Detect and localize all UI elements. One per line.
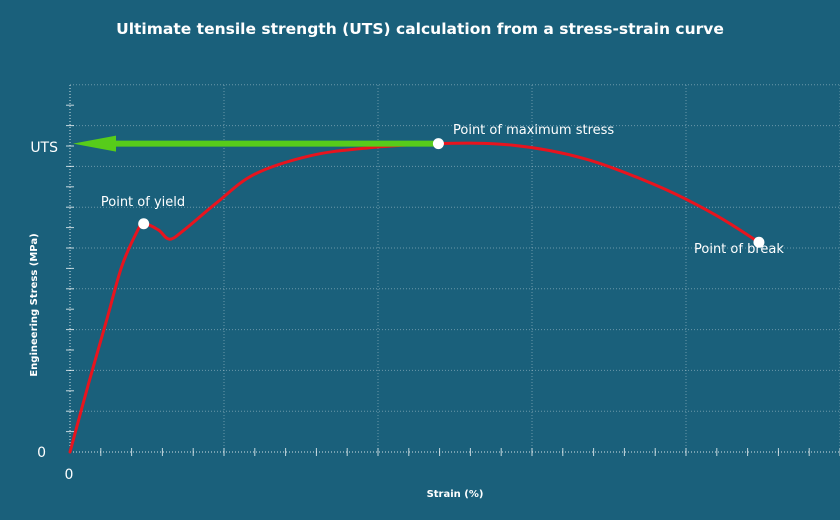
label-point-of-maximum-stress: Point of maximum stress [453,123,614,138]
marker-layer [138,138,765,248]
x-tick-label-0: 0 [65,467,74,483]
stress-strain-curve-0 [68,141,761,454]
grid [70,84,840,452]
chart-title: Ultimate tensile strength (UTS) calculat… [116,20,724,38]
y-tick-label-0: 0 [37,445,46,461]
series-layer [68,141,761,454]
marker-point-of-yield [138,218,150,230]
uts-arrow-layer [73,135,439,152]
y-tick-label-uts: UTS [30,140,58,156]
marker-point-of-maximum-stress [432,138,444,150]
x-axis-label: Strain (%) [427,489,484,500]
y-axis-label: Engineering Stress (MPa) [29,233,40,376]
marker-point-of-break [753,236,765,248]
label-point-of-break: Point of break [694,242,784,257]
axis-ticks [66,104,840,456]
label-point-of-yield: Point of yield [101,195,185,210]
uts-arrow-head [73,135,116,152]
